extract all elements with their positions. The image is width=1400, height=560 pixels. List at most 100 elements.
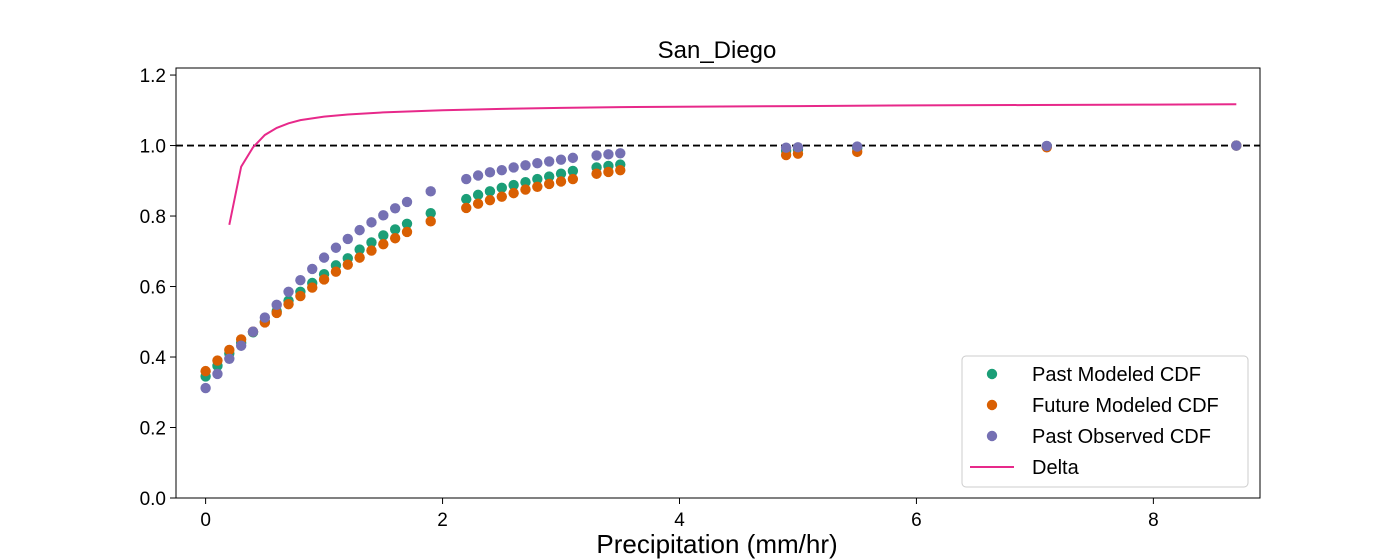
point-future-modeled-cdf: [401, 226, 413, 238]
point-future-modeled-cdf: [318, 274, 330, 285]
point-past-observed-cdf: [591, 150, 602, 161]
point-past-observed-cdf: [792, 142, 804, 153]
legend-swatch: [986, 368, 998, 380]
point-future-modeled-cdf: [555, 176, 567, 187]
point-past-modeled-cdf: [543, 171, 555, 182]
legend: Past Modeled CDF Future Modeled CDF Past O…: [961, 355, 1249, 488]
legend-label: Past Modeled CDF: [1032, 364, 1201, 386]
legend-item-future-modeled-cdf: Future Modeled CDF: [986, 395, 1219, 417]
point-future-modeled-cdf: [425, 216, 436, 227]
point-future-modeled-cdf: [532, 181, 543, 192]
point-past-observed-cdf: [342, 233, 353, 245]
legend-swatch: [986, 399, 998, 411]
point-past-observed-cdf: [780, 142, 792, 153]
point-future-modeled-cdf: [307, 282, 318, 293]
point-past-observed-cdf: [615, 148, 626, 159]
legend-item-past-observed-cdf: Past Observed CDF: [986, 426, 1211, 448]
x-tick-label: 2: [437, 510, 448, 531]
point-past-observed-cdf: [283, 286, 294, 298]
point-future-modeled-cdf: [366, 245, 377, 256]
point-past-observed-cdf: [330, 242, 342, 253]
point-future-modeled-cdf: [295, 290, 306, 302]
point-past-observed-cdf: [461, 173, 472, 185]
series-line-delta: [228, 103, 1237, 226]
plot-area: [176, 103, 1260, 394]
point-past-observed-cdf: [366, 217, 377, 228]
y-tick-label: 1.0: [140, 137, 166, 158]
point-past-observed-cdf: [224, 353, 235, 364]
x-tick-label: 4: [674, 510, 685, 531]
chart-title: San_Diego: [658, 37, 777, 64]
point-future-modeled-cdf: [330, 266, 342, 277]
legend-label: Future Modeled CDF: [1032, 395, 1219, 417]
point-past-observed-cdf: [567, 152, 579, 164]
point-future-modeled-cdf: [567, 173, 579, 185]
point-past-observed-cdf: [1231, 140, 1242, 151]
point-past-modeled-cdf: [401, 218, 413, 229]
point-past-observed-cdf: [472, 170, 484, 181]
point-past-observed-cdf: [532, 157, 543, 169]
point-past-observed-cdf: [852, 141, 863, 152]
point-past-observed-cdf: [295, 274, 306, 286]
point-past-modeled-cdf: [508, 179, 519, 191]
point-future-modeled-cdf: [212, 355, 223, 366]
point-past-modeled-cdf: [532, 173, 543, 185]
point-past-observed-cdf: [543, 156, 555, 167]
point-future-modeled-cdf: [271, 307, 282, 319]
series-future-modeled-cdf: [200, 140, 1242, 377]
y-tick-label: 0.2: [140, 419, 166, 440]
point-future-modeled-cdf: [603, 166, 614, 178]
point-past-observed-cdf: [520, 160, 531, 171]
point-future-modeled-cdf: [484, 194, 496, 206]
y-tick-label: 0.6: [140, 278, 166, 299]
point-past-observed-cdf: [259, 312, 271, 323]
point-future-modeled-cdf: [354, 252, 365, 263]
point-past-modeled-cdf: [378, 230, 389, 241]
point-past-observed-cdf: [318, 252, 330, 263]
point-past-modeled-cdf: [366, 237, 377, 248]
point-past-modeled-cdf: [389, 224, 401, 235]
point-future-modeled-cdf: [389, 233, 401, 244]
point-future-modeled-cdf: [472, 198, 484, 209]
point-future-modeled-cdf: [283, 298, 294, 310]
point-past-observed-cdf: [378, 210, 389, 221]
point-future-modeled-cdf: [378, 239, 389, 250]
point-past-observed-cdf: [508, 162, 519, 173]
series-past-observed-cdf: [200, 140, 1242, 394]
point-past-observed-cdf: [1041, 140, 1052, 152]
point-past-modeled-cdf: [520, 176, 531, 188]
legend-box: [961, 355, 1249, 488]
point-future-modeled-cdf: [496, 191, 507, 202]
point-past-observed-cdf: [401, 196, 413, 208]
point-future-modeled-cdf: [543, 178, 555, 190]
point-past-modeled-cdf: [496, 182, 507, 194]
point-future-modeled-cdf: [224, 344, 235, 356]
legend-label: Past Observed CDF: [1032, 426, 1211, 448]
point-past-observed-cdf: [484, 167, 496, 178]
point-future-modeled-cdf: [520, 184, 531, 195]
point-past-observed-cdf: [425, 186, 436, 197]
x-axis-label: Precipitation (mm/hr): [596, 529, 837, 559]
point-past-modeled-cdf: [484, 186, 496, 197]
x-tick-label: 6: [911, 510, 922, 531]
point-past-modeled-cdf: [425, 208, 436, 219]
point-past-observed-cdf: [354, 224, 365, 236]
point-past-modeled-cdf: [472, 189, 484, 201]
point-past-observed-cdf: [235, 340, 247, 351]
legend-item-delta: Delta: [970, 457, 1080, 479]
point-past-modeled-cdf: [567, 165, 579, 177]
point-past-observed-cdf: [307, 263, 318, 275]
y-tick-label: 0.4: [140, 348, 167, 369]
legend-swatch: [986, 430, 998, 442]
axes: 0 2 4 6 8 0.0 0.2 0.4 0.6 0.8 1.0 1.2: [140, 66, 1261, 531]
x-tick-label: 8: [1148, 510, 1159, 531]
axes-frame: [175, 67, 1261, 499]
point-future-modeled-cdf: [508, 187, 519, 199]
y-tick-label: 0.8: [140, 207, 166, 228]
point-past-observed-cdf: [555, 154, 567, 165]
point-past-observed-cdf: [271, 299, 282, 311]
point-past-observed-cdf: [603, 149, 614, 160]
legend-label: Delta: [1032, 457, 1080, 479]
y-tick-label: 0.0: [140, 489, 166, 510]
